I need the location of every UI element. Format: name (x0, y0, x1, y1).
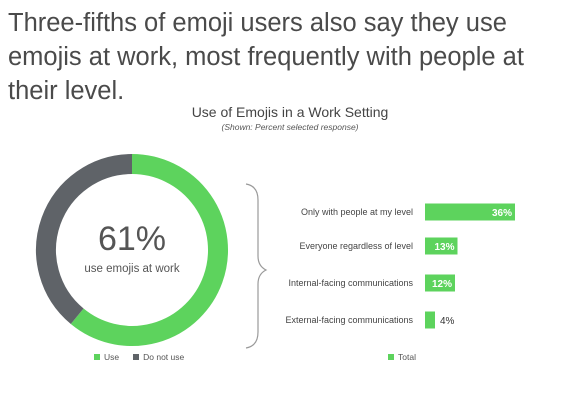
bar-value-label: 36% (492, 208, 512, 219)
legend-swatch-do-not-use (133, 354, 140, 360)
bar-category-label: Only with people at my level (301, 207, 413, 217)
bar-value-label: 4% (440, 316, 455, 327)
donut-chart (36, 154, 228, 346)
chart-subtitle: (Shown: Percent selected response) (221, 122, 359, 132)
donut-slice-use (70, 154, 228, 346)
donut-center-label: use emojis at work (84, 263, 179, 275)
donut-legend: Use Do not use (94, 352, 198, 362)
legend-swatch-use (94, 354, 100, 360)
bar-value-label: 12% (432, 279, 452, 290)
bar-value-label: 13% (434, 242, 454, 253)
bar-legend: Total (388, 352, 430, 362)
bar-chart: Only with people at my level 36% Everyone … (285, 203, 515, 329)
bar-category-label: Internal-facing communications (288, 278, 413, 288)
legend-label-do-not-use: Do not use (143, 352, 185, 362)
legend-label-use: Use (104, 352, 120, 362)
legend-item-total: Total (388, 352, 416, 362)
bar (425, 311, 435, 329)
bar (425, 274, 455, 292)
legend-swatch-total (388, 354, 394, 360)
bracket (245, 183, 268, 349)
chart-title: Use of Emojis in a Work Setting (191, 104, 389, 120)
donut-center-value: 61% (98, 220, 166, 258)
bar (425, 237, 458, 255)
legend-item-do-not-use: Do not use (133, 352, 184, 362)
donut-slice-do-not-use (36, 154, 133, 324)
headline: Three-fifths of emoji users also say the… (8, 9, 524, 105)
legend-label-total: Total (398, 352, 416, 362)
legend-item-use: Use (94, 352, 119, 362)
bar (425, 203, 515, 221)
bar-category-label: External-facing communications (285, 315, 413, 325)
bar-category-label: Everyone regardless of level (299, 241, 413, 251)
